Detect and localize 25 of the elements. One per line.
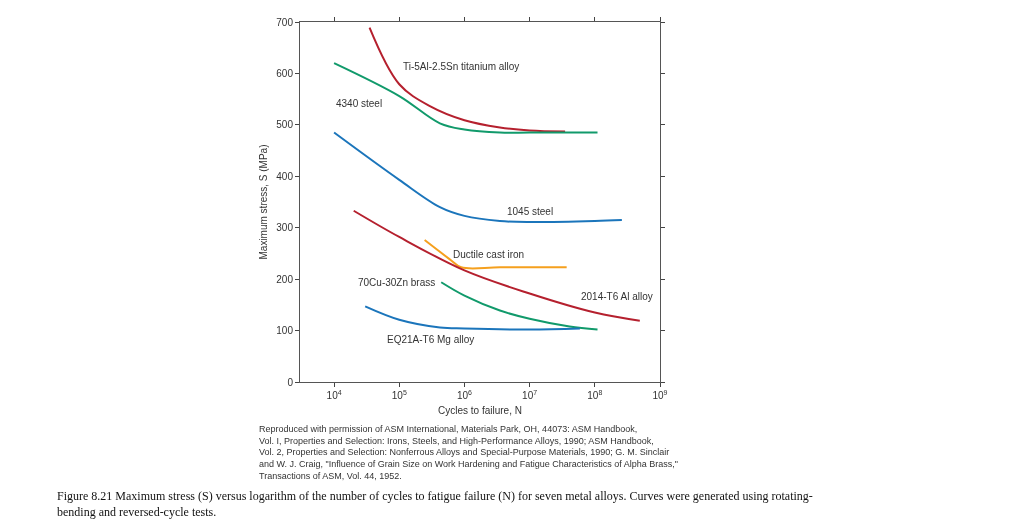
y-tick-label: 300 bbox=[276, 222, 294, 234]
y-tick-label: 400 bbox=[276, 170, 294, 182]
x-tick-label: 10$^{5}$ bbox=[391, 388, 407, 401]
series-label: 1045 steel bbox=[507, 206, 554, 217]
x-tick-label: 10$^{8}$ bbox=[587, 388, 603, 401]
series-label: EQ21A-T6 Mg alloy bbox=[387, 334, 475, 345]
y-tick-label: 600 bbox=[276, 67, 294, 79]
series-label: 70Cu-30Zn brass bbox=[358, 277, 436, 288]
series-label: Ti-5Al-2.5Sn titanium alloy bbox=[403, 61, 520, 72]
x-tick-label: 10$^{6}$ bbox=[456, 388, 473, 401]
y-axis-title: Maximum stress, S (MPa) bbox=[258, 144, 270, 260]
caption: Figure 8.21 Maximum stress (S) versus logarithm of the number of cycles to fatigue failure (N) for seven metal alloys. Curves were generated using rotating-bending and reversed-cycle tests. bbox=[57, 489, 813, 519]
x-tick-label: 10$^{4}$ bbox=[326, 388, 342, 401]
x-tick-label: 10$^{7}$ bbox=[522, 388, 538, 401]
series-label: 4340 steel bbox=[336, 98, 383, 109]
y-tick-label: 700 bbox=[276, 16, 294, 28]
series-label: Ductile cast iron bbox=[453, 249, 525, 260]
y-tick-label: 100 bbox=[276, 325, 294, 337]
series-label: 2014-T6 Al alloy bbox=[581, 291, 653, 302]
y-tick-label: 0 bbox=[287, 376, 294, 388]
y-tick-label: 200 bbox=[276, 273, 294, 285]
y-tick-label: 500 bbox=[276, 119, 294, 131]
text: Reproduced with permission of ASM International, Materials Park, OH, 44073: ASM Handbook, Vol. I, Properties and Selection: Irons, Steels, and High-Performance Alloys, 1990; ASM Handbook, Vol. 2, Properties and Selection: Nonferrous Alloys and Special-Purpose Materials, 1990; G. M. Sinclair and W. J. Craig, "Influence of Grain Size on Work Hardening and Fatigue Characteristics of Alpha Brass," Transactions of ASM, Vol. 44, 1952. bbox=[259, 424, 678, 481]
x-tick-label: 10$^{9}$ bbox=[652, 388, 668, 401]
x-axis-title: Cycles to failure, N bbox=[438, 404, 522, 416]
